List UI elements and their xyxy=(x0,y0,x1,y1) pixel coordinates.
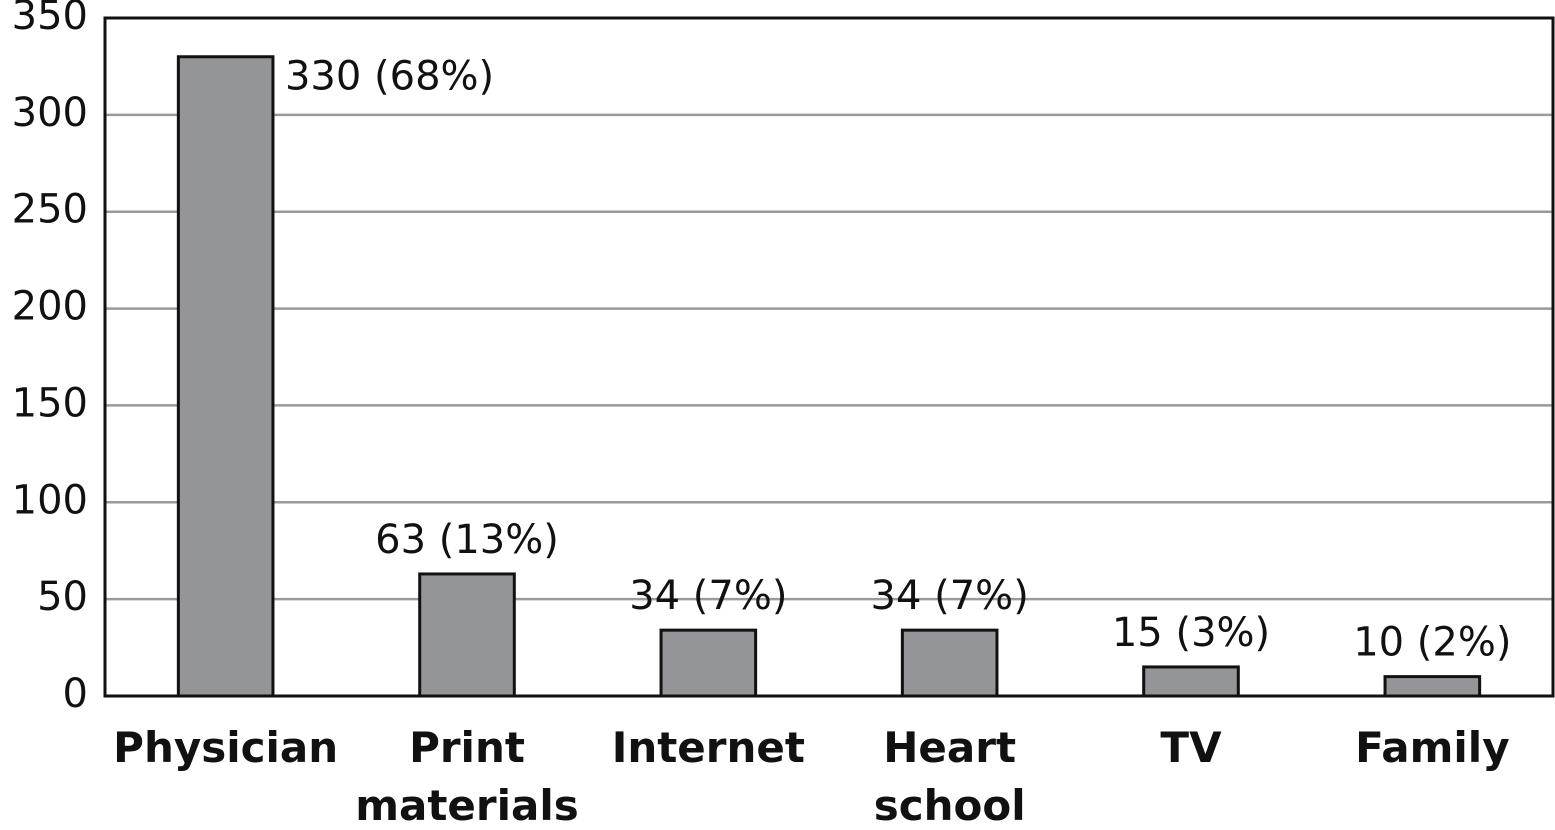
y-tick-label: 50 xyxy=(37,574,88,620)
y-tick-label: 300 xyxy=(12,90,88,136)
bar xyxy=(659,628,758,698)
x-tick-label: Heart school xyxy=(874,723,1026,830)
x-tick-label-line: Print xyxy=(409,723,525,772)
x-tick-label-line: materials xyxy=(355,781,579,830)
y-tick-label: 0 xyxy=(63,671,88,717)
bar xyxy=(176,55,275,698)
value-label: 34 (7%) xyxy=(871,573,1029,619)
value-label: 15 (3%) xyxy=(1112,610,1270,656)
plot-frame xyxy=(103,16,1555,698)
value-label: 10 (2%) xyxy=(1353,620,1511,666)
y-tick-label: 100 xyxy=(12,477,88,523)
x-tick-label-line: Family xyxy=(1355,723,1510,772)
value-label: 63 (13%) xyxy=(375,517,559,563)
x-tick-label: Print materials xyxy=(355,723,579,830)
bar xyxy=(1142,665,1240,698)
value-label: 330 (68%) xyxy=(285,54,494,100)
x-tick-label: Physician xyxy=(113,723,338,772)
y-tick-label: 350 xyxy=(12,0,88,39)
y-tick-label: 250 xyxy=(12,187,88,233)
y-tick-label: 200 xyxy=(12,284,88,330)
x-tick-label-line: Heart xyxy=(883,723,1016,772)
bar xyxy=(900,628,999,698)
value-label: 34 (7%) xyxy=(629,573,787,619)
x-tick-label-line: school xyxy=(874,781,1026,830)
bar xyxy=(1383,675,1482,698)
y-tick-label: 150 xyxy=(12,380,88,426)
bar xyxy=(418,572,516,698)
x-tick-label: TV xyxy=(1160,723,1222,772)
x-tick-label-line: Physician xyxy=(113,723,338,772)
x-tick-label: Family xyxy=(1355,723,1510,772)
x-tick-label-line: TV xyxy=(1160,723,1222,772)
x-tick-label: Internet xyxy=(612,723,805,772)
x-tick-label-line: Internet xyxy=(612,723,805,772)
